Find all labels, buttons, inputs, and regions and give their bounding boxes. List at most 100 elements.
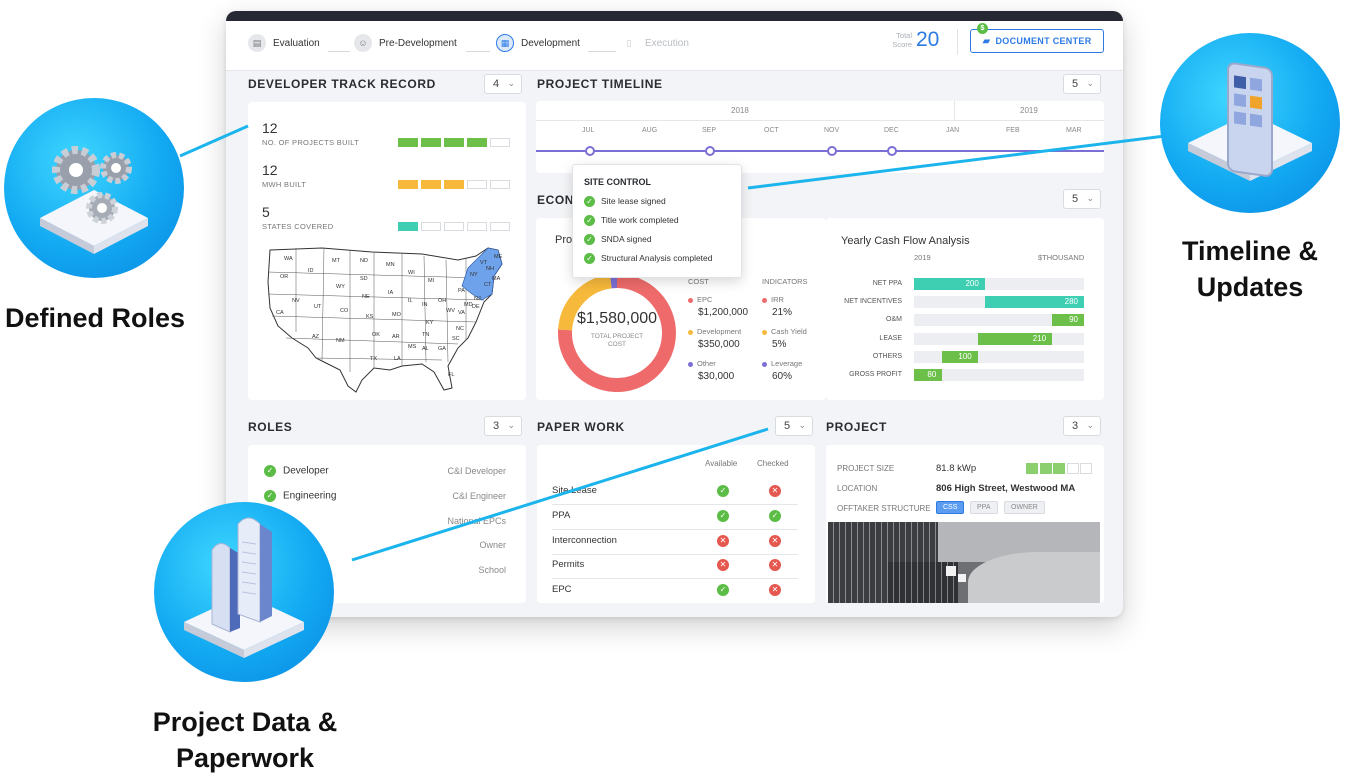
indicator-value: 21% — [772, 307, 793, 318]
x-icon: ✕ — [717, 534, 729, 547]
cost-name: EPC — [688, 295, 712, 304]
state-label: DE — [472, 304, 480, 310]
cost-name: Other — [688, 359, 716, 368]
state-label: MS — [408, 344, 417, 350]
roles-dropdown[interactable]: 3 ⌄ — [484, 416, 522, 436]
cost-name-text: EPC — [697, 295, 713, 304]
state-label: IA — [388, 290, 394, 296]
legend-dot — [762, 329, 767, 335]
tooltip-item-label: Title work completed — [601, 215, 679, 225]
paperwork-dropdown[interactable]: 5 ⌄ — [775, 416, 813, 436]
cashflow-row-label: GROSS PROFIT — [849, 371, 902, 378]
cost-card-title: Pro — [555, 234, 573, 246]
row-divider — [552, 553, 798, 555]
step-execution[interactable]: ▯ Execution — [620, 34, 689, 52]
tooltip-item: ✓ Structural Analysis completed — [584, 253, 713, 265]
offtaker-option[interactable]: OWNER — [1004, 501, 1045, 514]
chevron-down-icon: ⌄ — [1086, 78, 1094, 88]
timeline-bubble — [1160, 33, 1340, 213]
project-size-value: 81.8 kWp — [936, 463, 977, 474]
cashflow-bar: 280 — [984, 296, 1084, 309]
progress-header: ▤ Evaluation ☺ Pre-Development ▦ Develop… — [226, 21, 1123, 71]
year-row: 2018 2019 — [536, 101, 1104, 121]
step-pre-development[interactable]: ☺ Pre-Development — [354, 34, 457, 52]
gears-icon — [40, 146, 148, 254]
stat-projects: 12 NO. OF PROJECTS BUILT — [262, 120, 360, 147]
cashflow-bar-track — [914, 369, 1084, 381]
cost-value: $1,200,000 — [698, 307, 749, 318]
project-dropdown[interactable]: 3 ⌄ — [1063, 416, 1101, 436]
cost-value: $350,000 — [698, 339, 740, 350]
donut-total: $1,580,000 — [576, 310, 658, 327]
timeline-label: Timeline & Updates — [1181, 236, 1319, 302]
site-control-tooltip: SITE CONTROL ✓ Site lease signed ✓ Title wo… — [572, 164, 742, 278]
state-label: MA — [492, 276, 501, 282]
x-icon: ✕ — [769, 559, 781, 572]
state-label: MN — [386, 262, 395, 268]
project-size-label: PROJECT SIZE — [837, 464, 895, 473]
paperwork-name: Permits — [552, 559, 585, 571]
step-label: Pre-Development — [379, 37, 457, 49]
rating-segment — [421, 138, 441, 147]
state-label: WV — [446, 308, 455, 314]
x-icon: ✕ — [769, 485, 781, 497]
state-label: VA — [458, 310, 465, 316]
score-caption: Total Score — [892, 31, 912, 49]
timeline-dropdown[interactable]: 5 ⌄ — [1063, 74, 1101, 94]
offtaker-option[interactable]: PPA — [970, 501, 998, 514]
milestone-dot[interactable] — [705, 146, 715, 156]
step-label: Execution — [645, 37, 689, 49]
milestone-dot[interactable] — [827, 146, 837, 156]
legend-dot — [688, 297, 693, 303]
month-label: OCT — [764, 127, 779, 134]
track-record-dropdown[interactable]: 4 ⌄ — [484, 74, 522, 94]
month-label: MAR — [1066, 127, 1082, 134]
step-development[interactable]: ▦ Development — [496, 34, 580, 52]
rating-segment — [398, 138, 418, 147]
role-name: Engineering — [283, 490, 337, 502]
cashflow-row-label: NET PPA — [872, 280, 902, 287]
size-segment — [1039, 463, 1052, 474]
cashflow-bar: 100 — [942, 350, 978, 363]
milestone-dot[interactable] — [585, 146, 595, 156]
state-label: SD — [360, 276, 368, 282]
document-center-button[interactable]: ▰ DOCUMENT CENTER — [970, 29, 1104, 53]
stat-mwh: 12 MWH BUILT — [262, 162, 307, 189]
tooltip-item: ✓ SNDA signed — [584, 234, 652, 246]
role-row[interactable]: ✓ Engineering C&I Engineer — [264, 489, 506, 504]
offtaker-option[interactable]: CSS — [936, 501, 965, 514]
milestone-dot[interactable] — [887, 146, 897, 156]
roles-title: ROLES — [248, 420, 293, 434]
state-label: FL — [448, 372, 454, 378]
cashflow-row-label: OTHERS — [872, 352, 902, 360]
role-row[interactable]: ✓ Developer C&I Developer — [264, 465, 506, 479]
state-label: LA — [394, 356, 401, 362]
timeline-track — [536, 150, 1104, 152]
economics-dropdown[interactable]: 5 ⌄ — [1063, 189, 1101, 209]
cashflow-unit: $THOUSAND — [1038, 253, 1085, 262]
step-connector — [466, 51, 490, 52]
month-label: JUL — [582, 127, 595, 134]
check-icon: ✓ — [717, 485, 729, 497]
rating-segment — [467, 138, 487, 147]
cashflow-bar: 210 — [977, 332, 1053, 345]
check-icon: ✓ — [584, 234, 595, 246]
row-divider — [552, 504, 798, 505]
state-label: MI — [428, 278, 435, 284]
tooltip-title: SITE CONTROL — [584, 177, 651, 187]
indicators-header: INDICATORS — [762, 277, 808, 286]
legend-dot — [688, 329, 693, 335]
cashflow-bar-track — [914, 314, 1084, 327]
indicator-name: Leverage — [762, 359, 802, 368]
track-record-title: DEVELOPER TRACK RECORD — [248, 77, 436, 91]
project-data-bubble — [154, 502, 334, 682]
state-label: OH — [438, 298, 446, 304]
paperwork-title: PAPER WORK — [537, 420, 625, 434]
cashflow-bar: 200 — [914, 278, 985, 290]
x-icon: ✕ — [769, 584, 781, 597]
step-evaluation[interactable]: ▤ Evaluation — [248, 34, 320, 52]
step-label: Development — [521, 37, 580, 49]
project-title: PROJECT — [826, 420, 887, 434]
size-segment — [1080, 463, 1092, 474]
state-label: TN — [422, 332, 429, 338]
